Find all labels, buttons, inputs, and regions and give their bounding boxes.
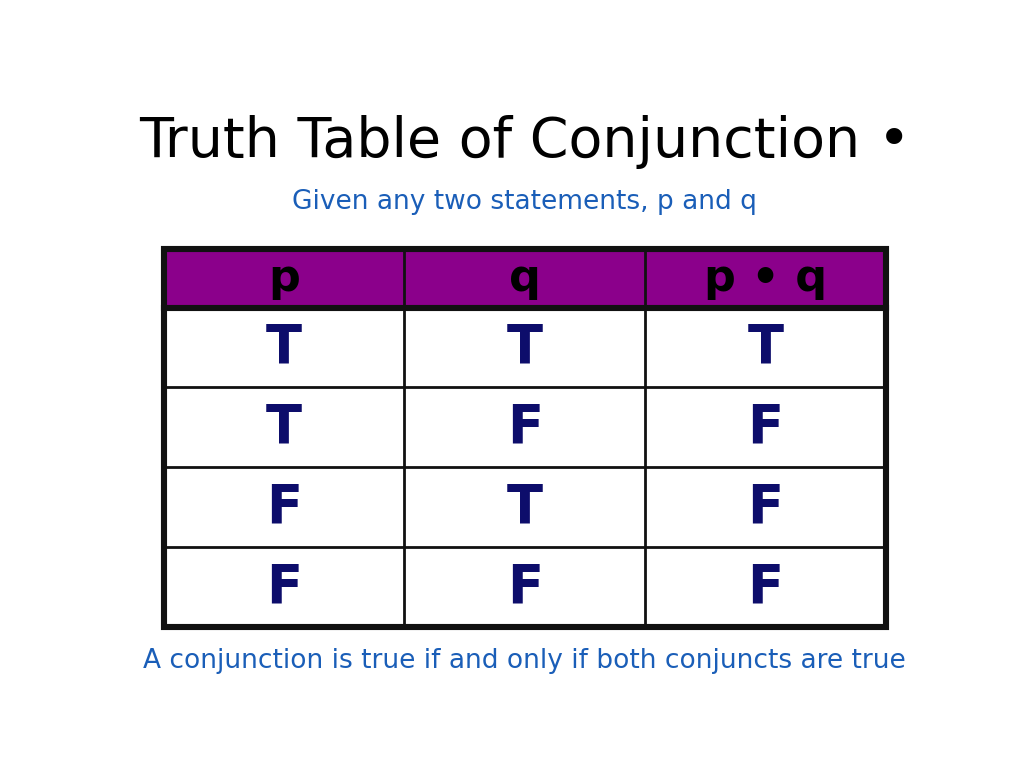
Text: T: T: [266, 402, 302, 453]
Bar: [164, 249, 886, 627]
Text: F: F: [748, 561, 783, 614]
Text: p: p: [268, 257, 300, 300]
Bar: [164, 249, 886, 627]
Text: F: F: [507, 402, 543, 453]
Text: F: F: [748, 402, 783, 453]
Text: Truth Table of Conjunction •: Truth Table of Conjunction •: [139, 115, 910, 170]
Text: q: q: [509, 257, 541, 300]
Text: T: T: [507, 482, 543, 534]
Text: F: F: [266, 482, 302, 534]
Text: T: T: [266, 322, 302, 373]
Bar: [404, 249, 645, 307]
Text: T: T: [748, 322, 783, 373]
Text: F: F: [507, 561, 543, 614]
Text: A conjunction is true if and only if both conjuncts are true: A conjunction is true if and only if bot…: [143, 648, 906, 674]
Text: T: T: [507, 322, 543, 373]
Text: Given any two statements, p and q: Given any two statements, p and q: [293, 189, 757, 214]
Text: p • q: p • q: [703, 257, 827, 300]
Text: F: F: [748, 482, 783, 534]
Text: F: F: [266, 561, 302, 614]
Bar: [645, 249, 886, 307]
Bar: [164, 249, 404, 307]
